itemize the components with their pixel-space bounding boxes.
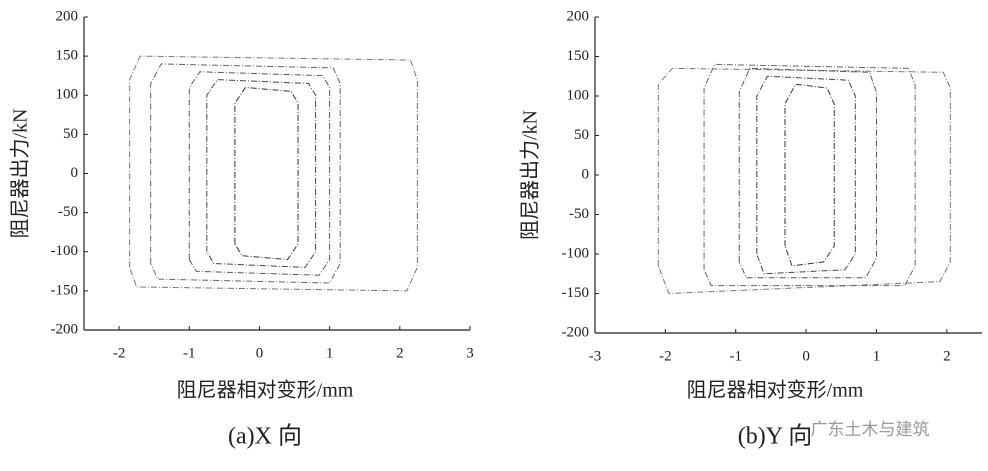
x-tick-label: -2 <box>113 345 126 361</box>
hysteresis-loop <box>129 55 418 292</box>
y-tick-label: 50 <box>574 127 589 143</box>
x-tick-label: -1 <box>729 348 742 364</box>
caption: (b)Y 向 <box>738 423 812 450</box>
y-tick-label: -50 <box>58 204 78 220</box>
hysteresis-loop <box>657 67 951 295</box>
hysteresis-loop <box>784 83 835 267</box>
x-tick-label: 1 <box>326 345 334 361</box>
x-tick-label: 0 <box>802 348 810 364</box>
y-tick-label: 100 <box>567 87 590 103</box>
x-tick-label: -1 <box>183 345 196 361</box>
hysteresis-loop <box>150 63 341 284</box>
hysteresis-loop <box>206 79 317 268</box>
y-tick-label: 200 <box>56 8 79 24</box>
hysteresis-loop <box>738 67 877 279</box>
x-tick-label: -2 <box>659 348 672 364</box>
y-axis-label: 阻尼器出力/kN <box>519 110 542 240</box>
hysteresis-loop <box>756 75 856 275</box>
x-tick-label: 1 <box>873 348 881 364</box>
y-tick-label: 100 <box>56 87 79 103</box>
y-tick-label: -100 <box>562 245 590 261</box>
y-tick-label: -200 <box>562 324 590 340</box>
x-tick-label: 2 <box>943 348 951 364</box>
x-tick-label: 2 <box>396 345 404 361</box>
hysteresis-loop <box>234 86 299 261</box>
hysteresis-loop <box>188 71 331 276</box>
x-tick-label: -3 <box>589 348 602 364</box>
x-axis-label: 阻尼器相对变形/mm <box>177 379 354 402</box>
y-tick-label: 200 <box>567 8 590 24</box>
y-tick-label: -50 <box>569 206 589 222</box>
x-tick-label: 3 <box>466 345 474 361</box>
y-tick-label: 50 <box>63 126 78 142</box>
watermark: 广东土木与建筑 <box>811 420 930 440</box>
x-tick-label: 0 <box>256 345 264 361</box>
y-tick-label: -150 <box>562 285 590 301</box>
y-tick-label: -100 <box>51 243 79 259</box>
hysteresis-loop <box>703 63 916 287</box>
caption: (a)X 向 <box>228 423 302 450</box>
x-axis-label: 阻尼器相对变形/mm <box>687 379 864 402</box>
y-axis-label: 阻尼器出力/kN <box>9 109 32 239</box>
y-tick-label: -200 <box>51 321 79 337</box>
y-tick-label: 0 <box>582 166 590 182</box>
y-tick-label: -150 <box>51 282 79 298</box>
y-tick-label: 150 <box>56 48 79 64</box>
y-tick-label: 150 <box>567 48 590 64</box>
y-tick-label: 0 <box>71 165 79 181</box>
